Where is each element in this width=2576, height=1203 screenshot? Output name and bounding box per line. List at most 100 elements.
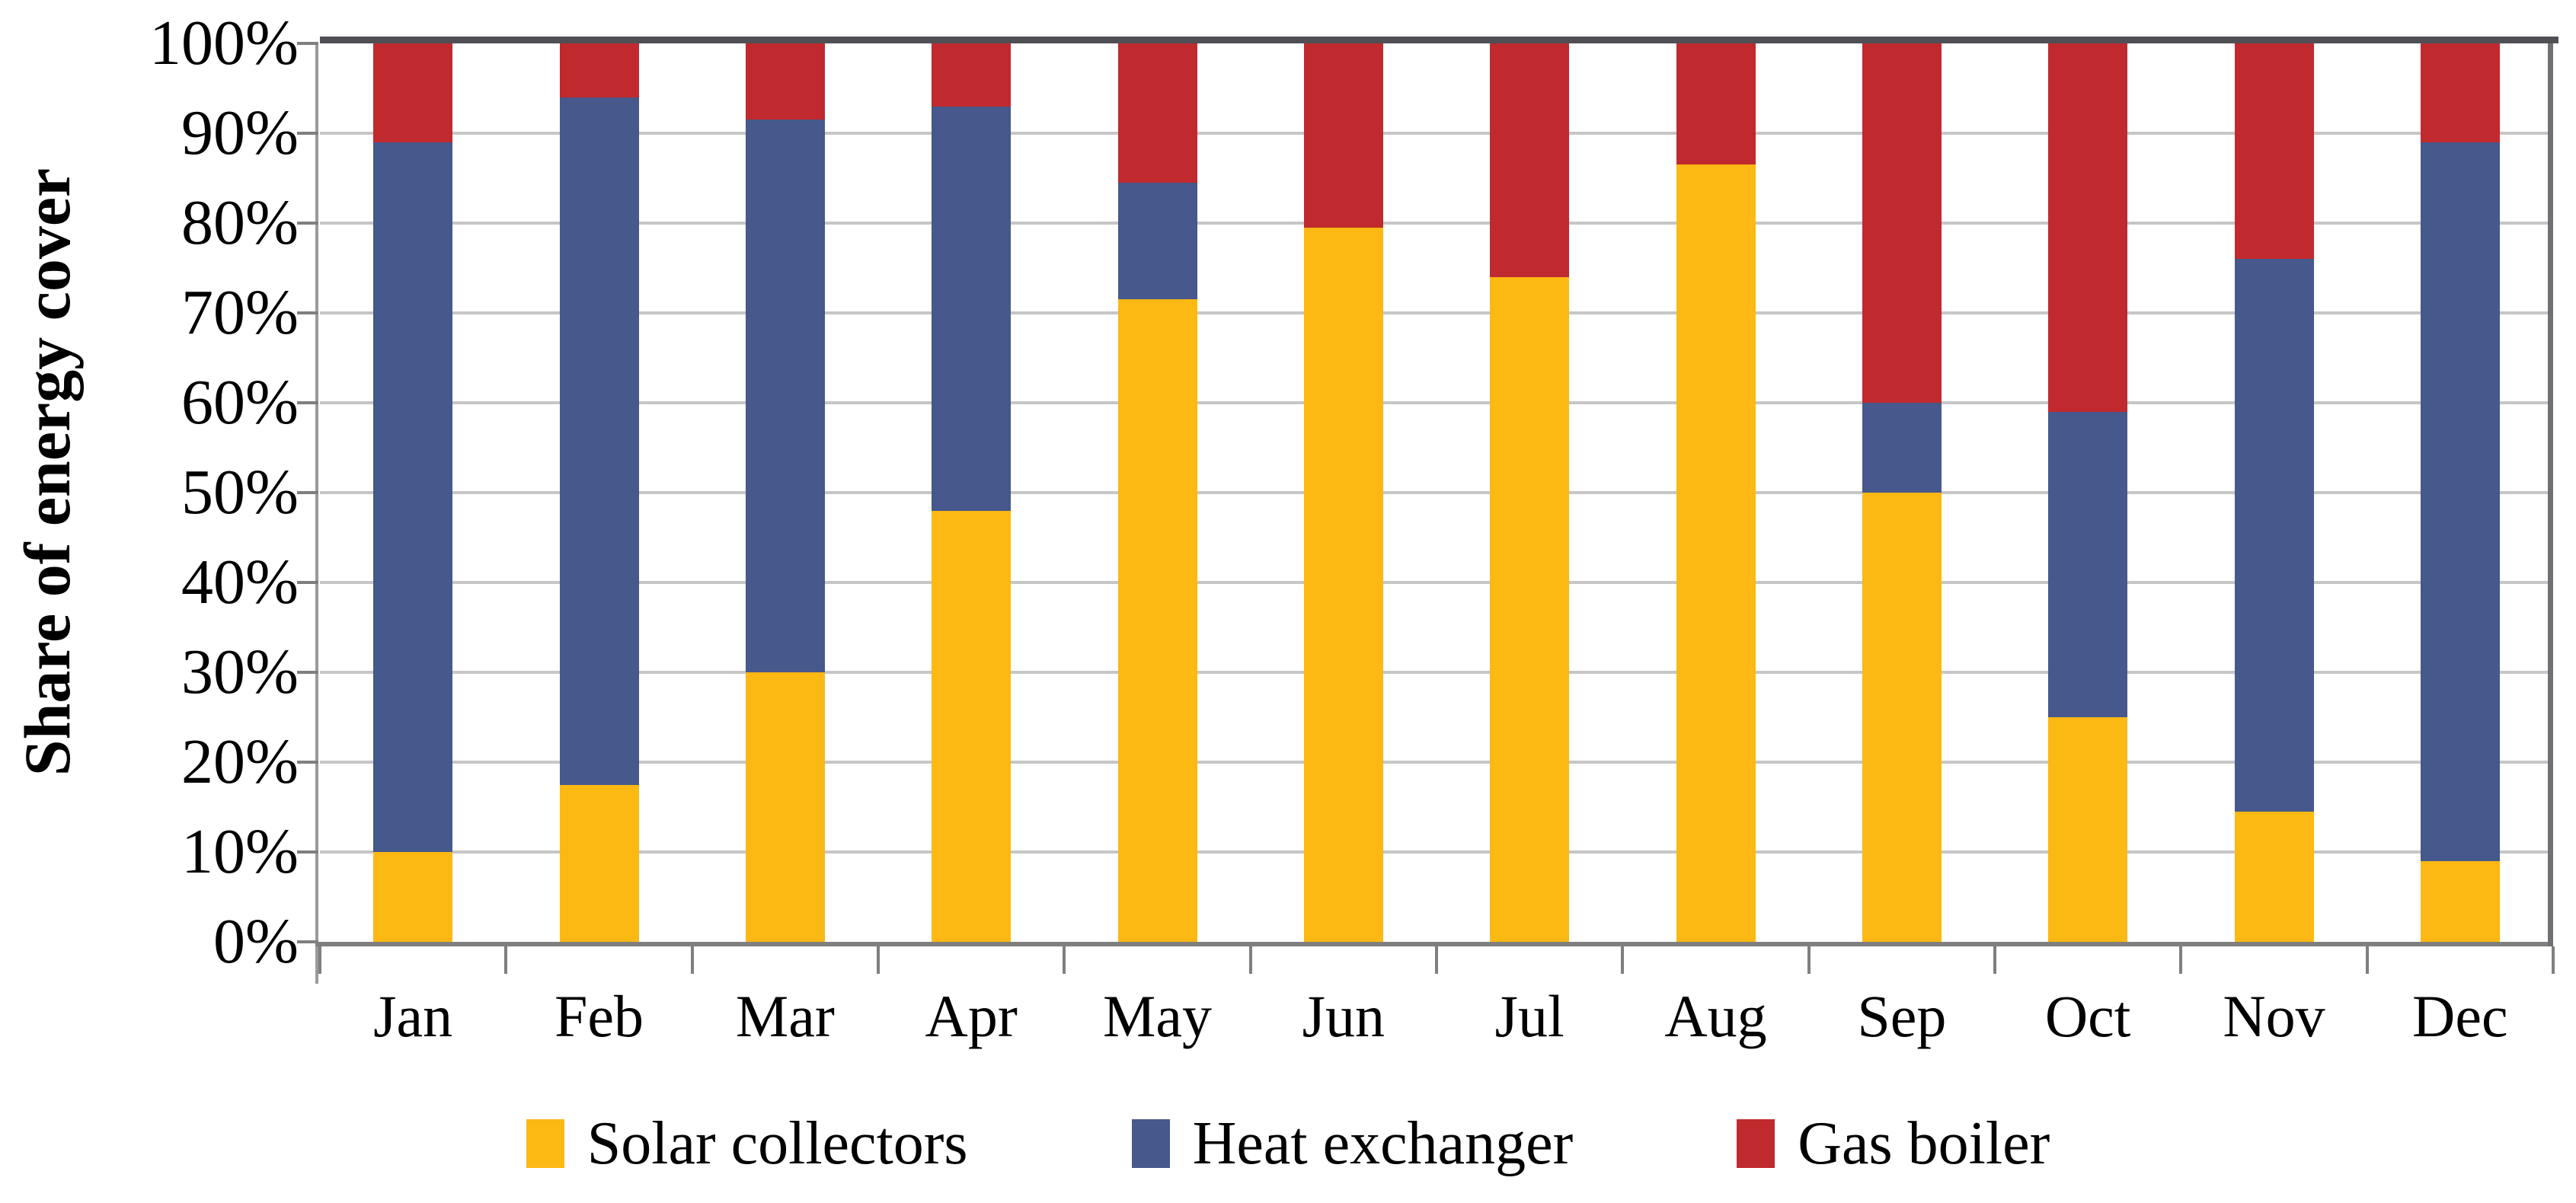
x-tick-mark <box>2552 946 2555 974</box>
y-tick-label: 70% <box>181 277 299 348</box>
plot-right-border <box>2548 37 2553 946</box>
y-tick-label: 80% <box>181 187 299 258</box>
y-tick-label: 0% <box>213 906 299 977</box>
x-tick-mark <box>504 946 508 974</box>
segment-gas-boiler-aug <box>1676 43 1756 165</box>
segment-solar-collectors-jun <box>1303 227 1383 942</box>
x-tick-mark <box>1435 946 1438 974</box>
y-tick-mark-0% <box>297 940 318 943</box>
segment-heat-exchanger-sep <box>1862 403 1942 493</box>
segment-heat-exchanger-dec <box>2420 142 2500 861</box>
segment-gas-boiler-dec <box>2420 43 2500 142</box>
bar-oct <box>2048 43 2128 942</box>
segment-solar-collectors-oct <box>2048 717 2128 942</box>
bar-feb <box>559 43 639 942</box>
x-axis-label-aug: Aug <box>1664 983 1767 1049</box>
y-tick-label: 90% <box>181 97 299 168</box>
y-tick-label: 20% <box>181 726 299 797</box>
segment-solar-collectors-feb <box>559 784 639 942</box>
segment-heat-exchanger-oct <box>2048 411 2128 717</box>
y-axis-line <box>315 43 318 984</box>
x-axis-label-nov: Nov <box>2223 983 2325 1049</box>
plot-area <box>320 43 2553 942</box>
x-tick-mark <box>1248 946 1252 974</box>
segment-solar-collectors-nov <box>2234 811 2314 942</box>
y-tick-mark-60% <box>297 401 318 404</box>
bar-sep <box>1862 43 1942 942</box>
legend-item-gas-boiler: Gas boiler <box>1737 1106 2050 1182</box>
bar-mar <box>745 43 825 942</box>
legend-swatch-icon <box>1131 1119 1170 1168</box>
segment-gas-boiler-may <box>1117 43 1197 183</box>
segment-heat-exchanger-nov <box>2234 259 2314 812</box>
segment-solar-collectors-may <box>1117 299 1197 942</box>
x-axis-label-apr: Apr <box>925 983 1018 1049</box>
bar-dec <box>2420 43 2500 942</box>
segment-heat-exchanger-feb <box>559 97 639 785</box>
segment-gas-boiler-feb <box>559 43 639 97</box>
legend-item-solar-collectors: Solar collectors <box>526 1106 968 1182</box>
bar-jan <box>373 43 453 942</box>
segment-solar-collectors-jul <box>1490 276 1570 942</box>
segment-heat-exchanger-jan <box>373 142 453 852</box>
segment-solar-collectors-apr <box>932 510 1012 942</box>
legend-label: Heat exchanger <box>1192 1110 1574 1177</box>
x-axis-label-dec: Dec <box>2412 983 2508 1049</box>
x-axis-label-jul: Jul <box>1494 983 1564 1049</box>
bar-nov <box>2234 43 2314 942</box>
segment-heat-exchanger-may <box>1117 182 1197 300</box>
x-tick-mark <box>2365 946 2369 974</box>
segment-solar-collectors-jan <box>373 852 453 942</box>
chart-legend: Solar collectors Heat exchanger Gas boiler <box>0 1095 2576 1192</box>
x-tick-mark <box>690 946 694 974</box>
bar-may <box>1117 43 1197 942</box>
segment-heat-exchanger-mar <box>745 120 825 672</box>
segment-gas-boiler-apr <box>932 43 1012 107</box>
x-tick-mark <box>877 946 880 974</box>
bar-jun <box>1303 43 1383 942</box>
gridline-60pct <box>320 401 2553 404</box>
x-tick-mark <box>1621 946 1625 974</box>
x-tick-mark <box>1807 946 1811 974</box>
legend-label: Gas boiler <box>1798 1110 2050 1177</box>
x-axis-label-sep: Sep <box>1857 983 1947 1049</box>
segment-gas-boiler-sep <box>1862 43 1942 403</box>
y-tick-label: 10% <box>181 816 299 887</box>
y-tick-mark-90% <box>297 132 318 135</box>
legend-item-heat-exchanger: Heat exchanger <box>1131 1106 1574 1182</box>
segment-solar-collectors-dec <box>2420 860 2500 942</box>
segment-solar-collectors-aug <box>1676 164 1756 942</box>
x-axis-label-feb: Feb <box>554 983 644 1049</box>
x-tick-mark <box>318 946 321 974</box>
gridline-40pct <box>320 581 2553 584</box>
y-tick-label: 50% <box>181 457 299 528</box>
y-tick-mark-40% <box>297 581 318 584</box>
y-tick-label: 100% <box>149 8 299 78</box>
segment-heat-exchanger-apr <box>932 106 1012 511</box>
segment-gas-boiler-jun <box>1303 43 1383 228</box>
gridline-90pct <box>320 132 2553 135</box>
x-axis-line <box>315 942 2553 946</box>
y-tick-mark-70% <box>297 311 318 314</box>
legend-swatch-icon <box>1737 1119 1775 1168</box>
x-tick-mark <box>2179 946 2183 974</box>
y-tick-label: 30% <box>181 637 299 707</box>
x-axis-label-mar: Mar <box>735 983 835 1049</box>
segment-solar-collectors-mar <box>745 672 825 942</box>
gridline-70pct <box>320 311 2553 314</box>
legend-label: Solar collectors <box>586 1110 968 1177</box>
segment-gas-boiler-jul <box>1490 43 1570 277</box>
y-tick-mark-80% <box>297 222 318 225</box>
x-axis-label-may: May <box>1103 983 1212 1049</box>
y-tick-mark-20% <box>297 761 318 764</box>
bar-apr <box>932 43 1012 942</box>
x-axis-label-jun: Jun <box>1302 983 1385 1049</box>
plot-top-border <box>320 37 2558 43</box>
segment-gas-boiler-jan <box>373 43 453 142</box>
bar-jul <box>1490 43 1570 942</box>
segment-gas-boiler-oct <box>2048 43 2128 412</box>
x-axis-label-jan: Jan <box>373 983 453 1049</box>
segment-solar-collectors-sep <box>1862 493 1942 942</box>
gridline-30pct <box>320 671 2553 674</box>
